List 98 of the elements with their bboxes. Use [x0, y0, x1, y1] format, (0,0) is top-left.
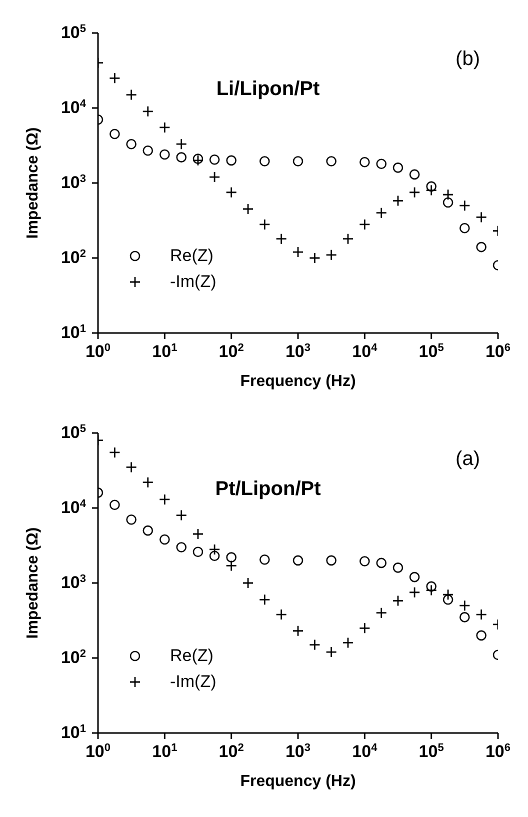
- y-tick-label: 10$^{2}$: [60, 648, 86, 667]
- point: [442, 588, 454, 600]
- point: [476, 211, 488, 223]
- annotation: Li/Lipon/Pt: [216, 78, 320, 101]
- x-tick-label: 10$^{5}$: [418, 342, 444, 361]
- point: [226, 552, 236, 562]
- x-tick-label: 10$^{1}$: [152, 742, 178, 761]
- point: [242, 203, 254, 215]
- legend-label: -Im(Z): [170, 272, 216, 292]
- legend-label: Re(Z): [170, 246, 214, 266]
- point: [226, 560, 238, 572]
- point: [208, 171, 220, 183]
- point: [358, 218, 370, 230]
- point: [192, 154, 204, 164]
- point: [142, 146, 154, 156]
- annotation: (b): [456, 48, 480, 71]
- point: [376, 607, 388, 619]
- legend-label: -Im(Z): [170, 672, 216, 692]
- x-tick-label: 10$^{4}$: [352, 742, 378, 761]
- point: [326, 646, 338, 658]
- point: [408, 586, 420, 598]
- x-tick-label: 10$^{0}$: [85, 342, 111, 361]
- point: [442, 188, 454, 200]
- point: [176, 138, 188, 150]
- y-axis-title: Impedance (Ω): [24, 527, 42, 639]
- point: [110, 128, 120, 140]
- point: [226, 186, 238, 198]
- point: [126, 138, 136, 150]
- point: [326, 249, 338, 261]
- point: [308, 639, 320, 650]
- point: [408, 186, 420, 198]
- point: [192, 154, 204, 166]
- point: [160, 534, 170, 545]
- x-tick-label: 10$^{1}$: [152, 342, 178, 361]
- point: [426, 584, 438, 596]
- point: [392, 195, 404, 206]
- y-tick-label: 10$^{3}$: [60, 573, 86, 592]
- point: [258, 594, 270, 606]
- x-tick-label: 10$^{3}$: [285, 742, 311, 761]
- point: [258, 218, 270, 230]
- y-tick-label: 10$^{1}$: [60, 723, 86, 742]
- point: [176, 510, 188, 521]
- point: [192, 528, 204, 540]
- y-tick-label: 10$^{5}$: [60, 23, 86, 42]
- point: [160, 149, 170, 160]
- point: [426, 184, 438, 196]
- point: [342, 636, 354, 648]
- point: [476, 608, 488, 620]
- point: [209, 550, 220, 562]
- x-tick-label: 10$^{2}$: [218, 342, 244, 361]
- x-axis-title: Frequency (Hz): [240, 773, 356, 790]
- point: [108, 72, 120, 84]
- y-tick-label: 10$^{3}$: [60, 173, 86, 192]
- point: [292, 625, 304, 637]
- point: [226, 155, 236, 166]
- point: [209, 154, 220, 165]
- x-tick-label: 10$^{5}$: [418, 742, 444, 761]
- point: [276, 233, 288, 245]
- y-axis-title: Impedance (Ω): [24, 127, 42, 239]
- annotation: (a): [456, 448, 480, 471]
- point: [208, 544, 220, 556]
- point: [158, 122, 170, 134]
- point: [108, 446, 120, 458]
- point: [358, 622, 370, 634]
- point: [292, 246, 304, 258]
- point: [458, 600, 470, 612]
- point: [142, 476, 154, 488]
- point: [176, 152, 187, 162]
- x-tick-label: 10$^{2}$: [218, 742, 244, 761]
- point: [276, 608, 288, 620]
- point: [192, 546, 204, 558]
- point: [342, 233, 354, 245]
- y-tick-label: 10$^{4}$: [60, 498, 87, 517]
- x-tick-label: 10$^{6}$: [485, 342, 511, 361]
- y-tick-label: 10$^{4}$: [60, 98, 87, 117]
- x-tick-label: 10$^{4}$: [352, 342, 378, 361]
- legend-label: Re(Z): [170, 646, 214, 666]
- point: [142, 525, 154, 536]
- point: [126, 461, 138, 473]
- point: [308, 252, 320, 264]
- annotation: Pt/Lipon/Pt: [215, 478, 321, 501]
- point: [142, 106, 154, 118]
- y-tick-label: 10$^{2}$: [60, 248, 86, 267]
- x-axis-title: Frequency (Hz): [240, 373, 356, 390]
- y-tick-label: 10$^{1}$: [60, 323, 86, 342]
- point: [110, 500, 120, 510]
- y-tick-label: 10$^{5}$: [60, 423, 86, 442]
- point: [458, 200, 470, 212]
- point: [242, 577, 254, 589]
- x-tick-label: 10$^{3}$: [285, 342, 311, 361]
- point: [176, 542, 187, 552]
- point: [126, 89, 138, 100]
- x-tick-label: 10$^{0}$: [85, 742, 111, 761]
- point: [376, 207, 388, 219]
- x-tick-label: 10$^{6}$: [485, 742, 511, 761]
- point: [158, 494, 170, 506]
- point: [392, 595, 404, 606]
- point: [126, 514, 136, 525]
